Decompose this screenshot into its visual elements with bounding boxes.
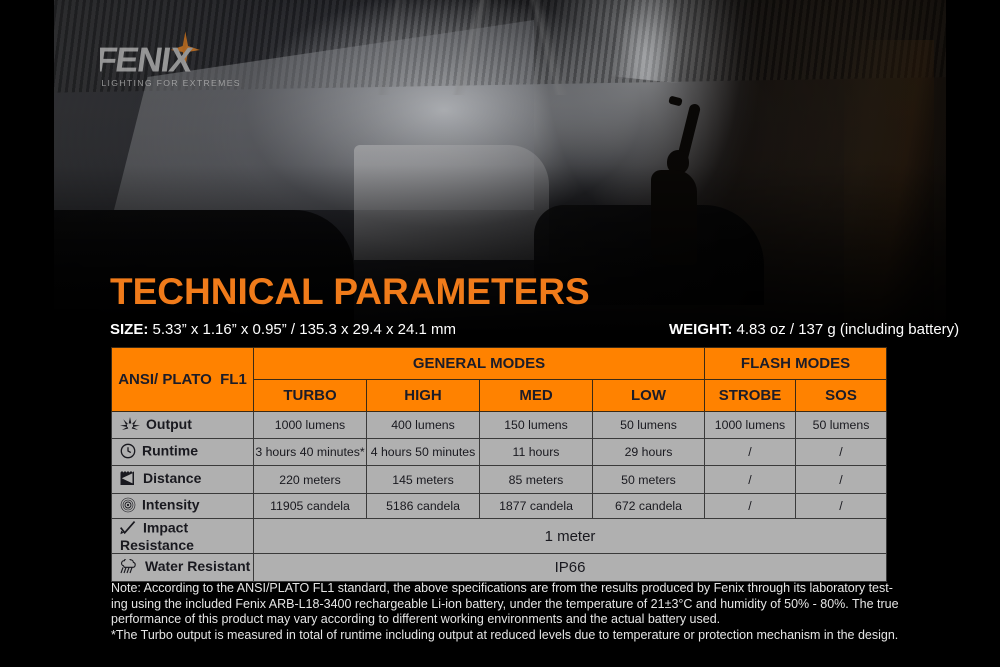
svg-text:FENIX: FENIX [100, 40, 195, 79]
svg-text:LIGHTING FOR EXTREMES: LIGHTING FOR EXTREMES [101, 78, 241, 88]
